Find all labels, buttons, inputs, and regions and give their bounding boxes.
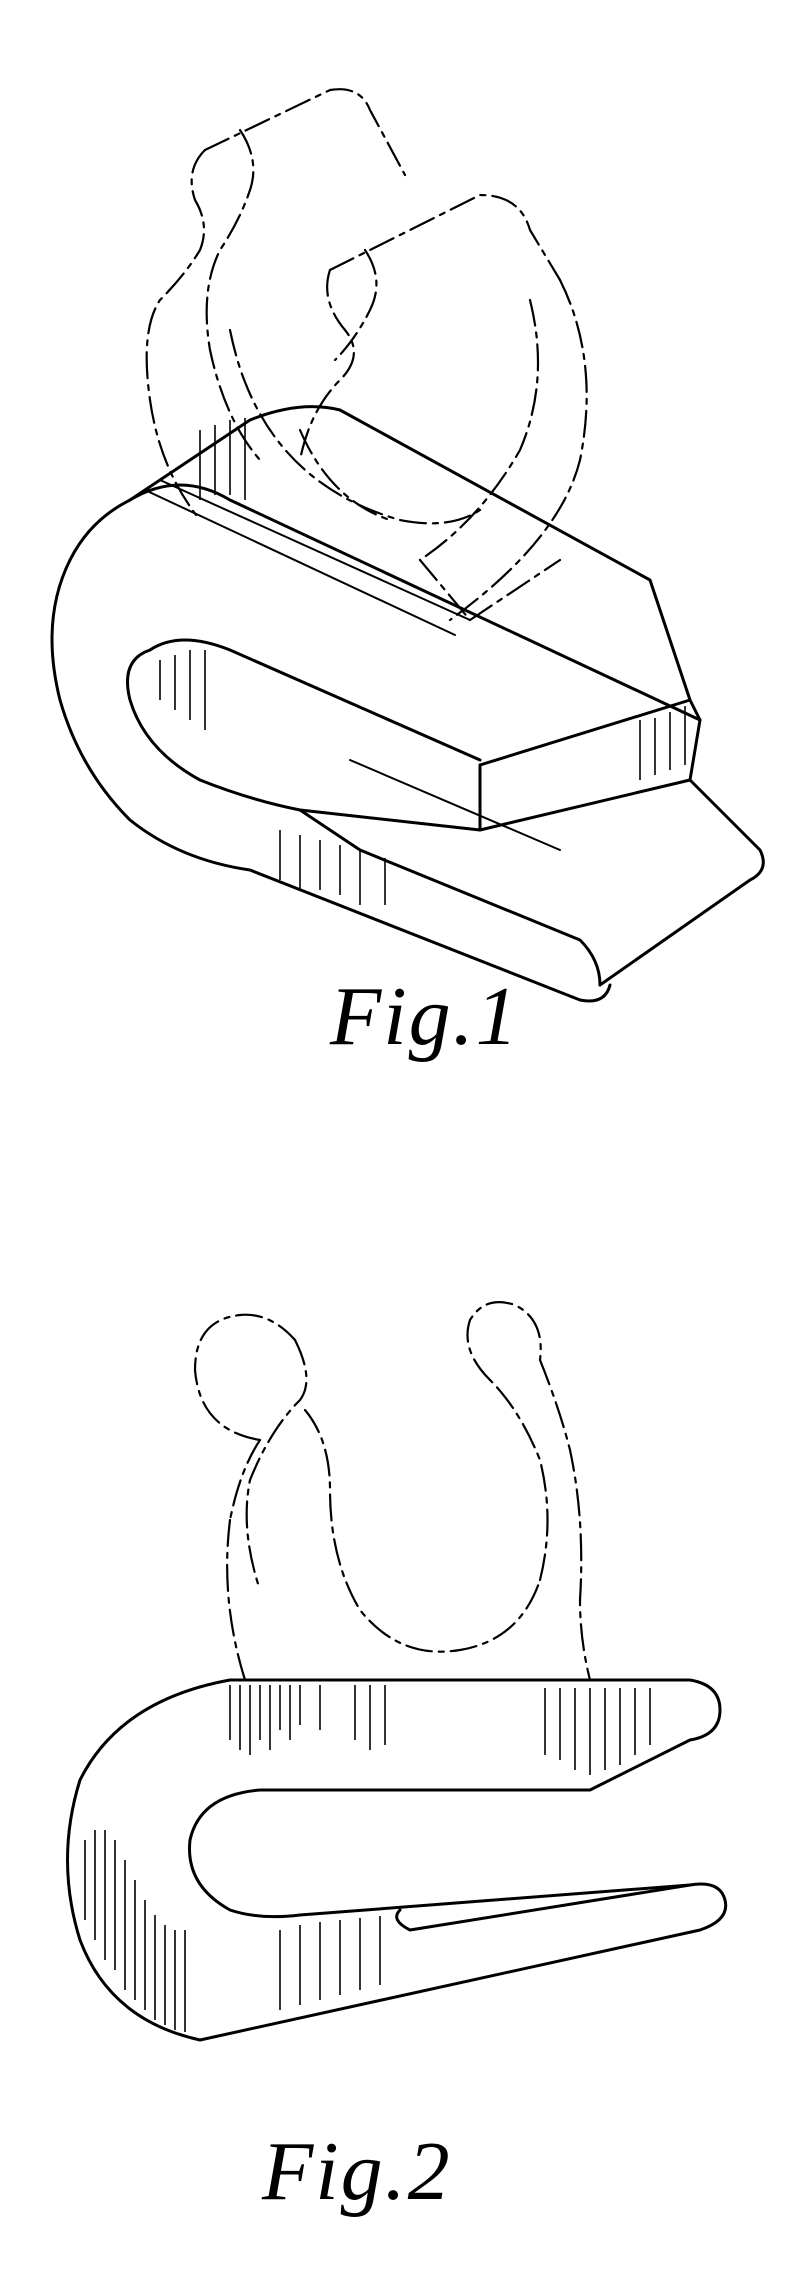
figure-2-caption: Fig.2	[262, 2130, 452, 2214]
phantom-clamp-side	[195, 1302, 590, 1680]
figure-1-caption: Fig.1	[330, 975, 520, 1059]
figure-1: Fig.1	[0, 0, 800, 1030]
figure-2-drawing	[0, 1140, 800, 2286]
figure-2: Fig.2	[0, 1140, 800, 2286]
clip-side	[68, 1680, 726, 2040]
clip-shading	[160, 418, 685, 905]
clip-side-shading	[85, 1685, 650, 2032]
clip-body	[52, 407, 763, 1001]
figure-1-drawing	[0, 0, 800, 1030]
phantom-clamp	[147, 89, 587, 620]
